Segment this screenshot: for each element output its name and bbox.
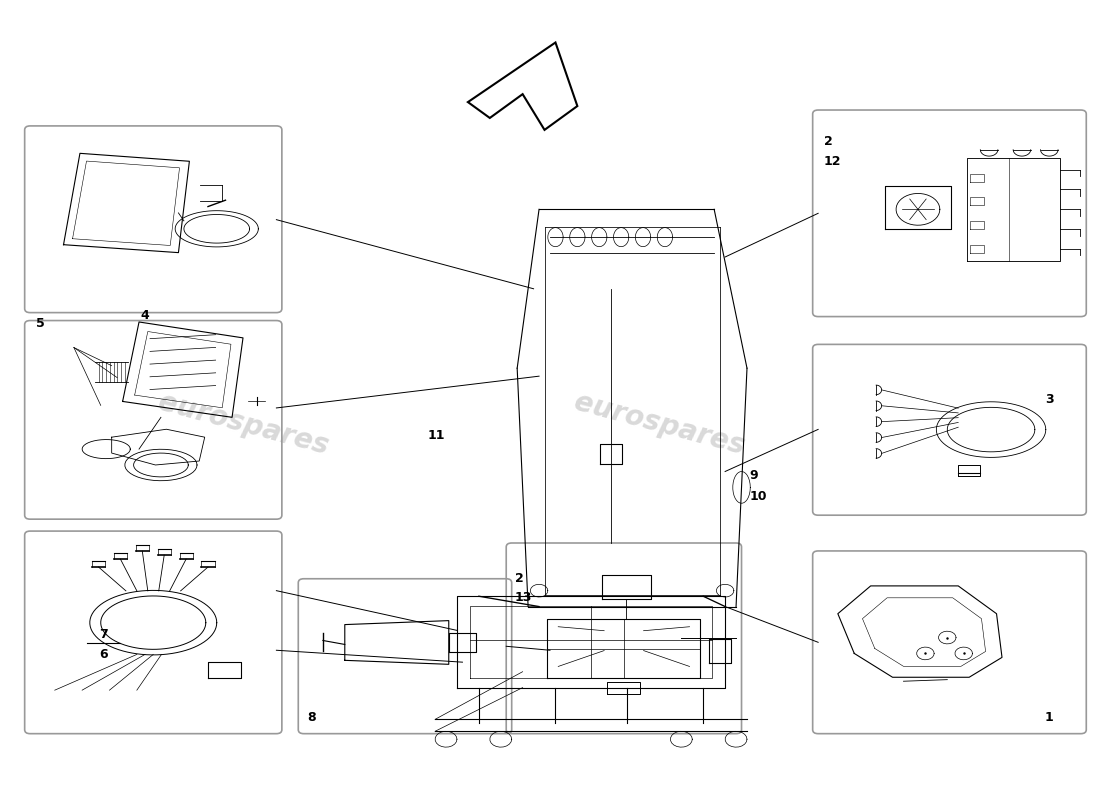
- Text: 3: 3: [1045, 394, 1054, 406]
- Text: eurospares: eurospares: [571, 387, 748, 460]
- Text: 11: 11: [428, 430, 444, 442]
- Text: 7: 7: [99, 628, 108, 641]
- Text: 8: 8: [307, 711, 316, 724]
- Text: 13: 13: [515, 590, 532, 603]
- Polygon shape: [468, 42, 578, 130]
- Text: 12: 12: [824, 155, 842, 168]
- Text: 6: 6: [99, 648, 108, 661]
- Text: 4: 4: [141, 310, 150, 322]
- Text: 10: 10: [749, 490, 767, 503]
- Text: 5: 5: [35, 318, 44, 330]
- Text: eurospares: eurospares: [155, 387, 332, 460]
- Text: 2: 2: [515, 572, 524, 586]
- Text: 1: 1: [1045, 711, 1054, 724]
- Text: 9: 9: [749, 469, 758, 482]
- Text: 2: 2: [824, 135, 833, 148]
